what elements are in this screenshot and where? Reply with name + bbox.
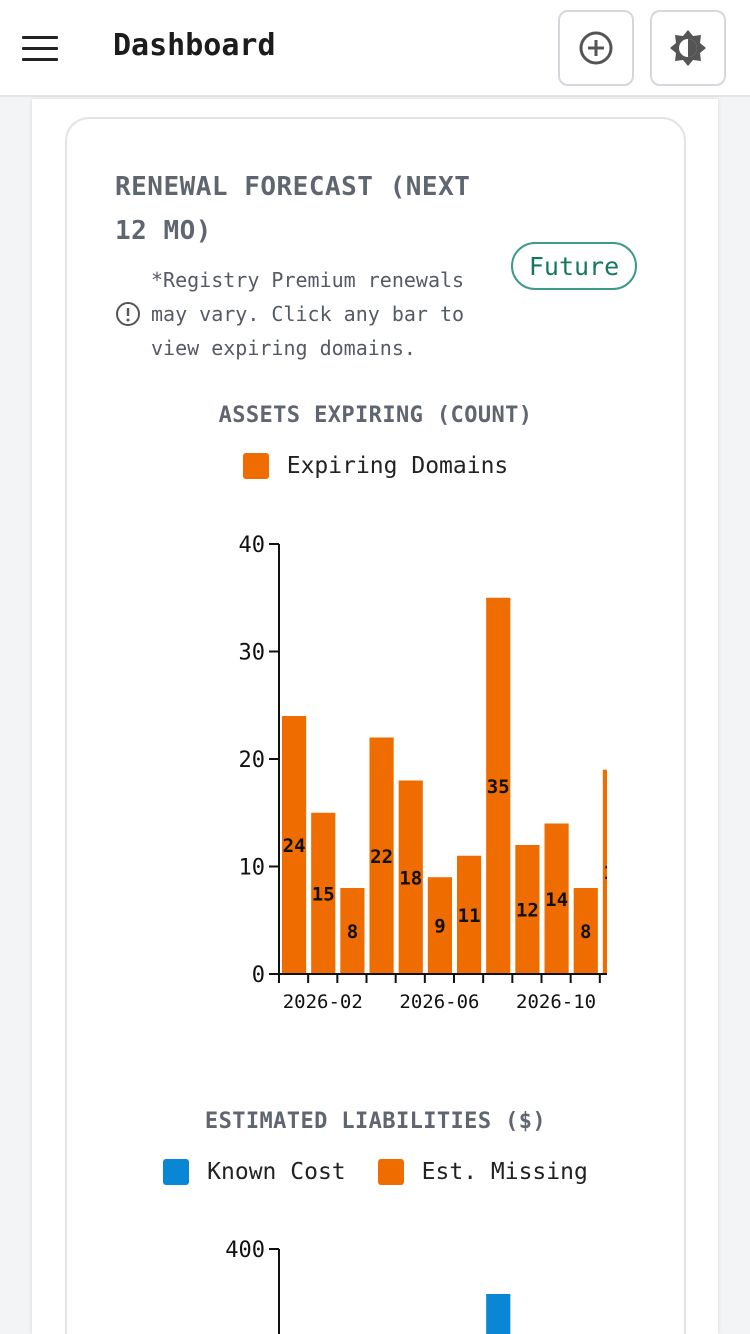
main-content: RENEWAL FORECAST (NEXT 12 MO) Future *Re…	[32, 99, 718, 1334]
info-circle-icon	[116, 302, 140, 326]
estimated-liabilities-chart: 400	[225, 1238, 511, 1334]
y-tick-label: 40	[239, 533, 266, 558]
data-label: 9	[434, 916, 445, 938]
bar-2026-08[interactable]	[486, 597, 511, 974]
bar-2026-12[interactable]	[602, 769, 607, 974]
legend-swatch	[377, 1159, 404, 1185]
legend-item-known-cost[interactable]: Known Cost	[163, 1159, 346, 1185]
bar-2026-05[interactable]	[398, 780, 423, 975]
brightness-icon	[670, 30, 706, 66]
top-app-bar: Dashboard	[0, 0, 750, 97]
bar-known-cost[interactable]	[486, 1294, 511, 1334]
data-label: 24	[283, 835, 306, 857]
bar-2026-01[interactable]	[282, 716, 307, 974]
data-label: 11	[458, 905, 481, 927]
x-tick-label: 2026-02	[283, 991, 363, 1013]
bar-2026-02[interactable]	[311, 812, 336, 974]
data-label: 14	[545, 889, 568, 911]
legend-swatch	[242, 453, 269, 479]
bar-2026-06[interactable]	[427, 877, 452, 974]
bar-2026-11[interactable]	[573, 888, 598, 974]
data-label: 19	[603, 862, 607, 884]
chart-title-assets: ASSETS EXPIRING (COUNT)	[218, 403, 533, 428]
bar-2026-10[interactable]	[544, 823, 569, 975]
renewal-forecast-card: RENEWAL FORECAST (NEXT 12 MO) Future *Re…	[65, 117, 686, 1334]
bar-2026-03[interactable]	[340, 888, 365, 974]
data-label: 12	[516, 900, 539, 922]
data-label: 8	[347, 921, 358, 943]
y-tick-label: 10	[239, 856, 266, 881]
x-tick-label: 2026-06	[399, 991, 479, 1013]
legend-item-expiring[interactable]: Expiring Domains	[242, 453, 509, 479]
bar-2026-04[interactable]	[369, 737, 394, 975]
data-label: 18	[399, 867, 422, 889]
data-label: 35	[487, 776, 510, 798]
status-badge: Future	[511, 242, 637, 290]
legend-assets: Expiring Domains	[67, 453, 684, 479]
bar-2026-09[interactable]	[515, 845, 540, 974]
bar-2026-07[interactable]	[457, 855, 482, 974]
hamburger-icon[interactable]	[22, 36, 58, 62]
theme-toggle-button[interactable]	[650, 10, 726, 86]
y-tick-label: 0	[252, 963, 265, 988]
y-tick-label: 30	[239, 641, 266, 666]
legend-label: Est. Missing	[421, 1159, 588, 1185]
page-title: Dashboard	[113, 28, 276, 63]
plus-circle-icon	[579, 31, 613, 65]
chart-title-liabilities: ESTIMATED LIABILITIES ($)	[204, 1109, 547, 1134]
legend-item-est-missing[interactable]: Est. Missing	[377, 1159, 588, 1185]
card-title: RENEWAL FORECAST (NEXT 12 MO)	[115, 172, 471, 246]
legend-label: Known Cost	[207, 1159, 346, 1185]
y-tick-label: 400	[225, 1238, 265, 1263]
legend-liabilities: Known Cost Est. Missing	[67, 1159, 684, 1185]
x-tick-label: 2026-10	[516, 991, 596, 1013]
data-label: 15	[312, 883, 335, 905]
legend-swatch	[163, 1159, 190, 1185]
legend-label: Expiring Domains	[286, 453, 509, 479]
data-label: 8	[580, 921, 591, 943]
data-label: 22	[370, 846, 393, 868]
add-button[interactable]	[558, 10, 634, 86]
card-note: *Registry Premium renewals may vary. Cli…	[151, 268, 465, 360]
y-tick-label: 20	[239, 748, 266, 773]
assets-expiring-chart: 24 15 8 22 18 9 11 35 12 14 8 19 0 10 20 30 40 2026-02 202…	[239, 533, 607, 1013]
